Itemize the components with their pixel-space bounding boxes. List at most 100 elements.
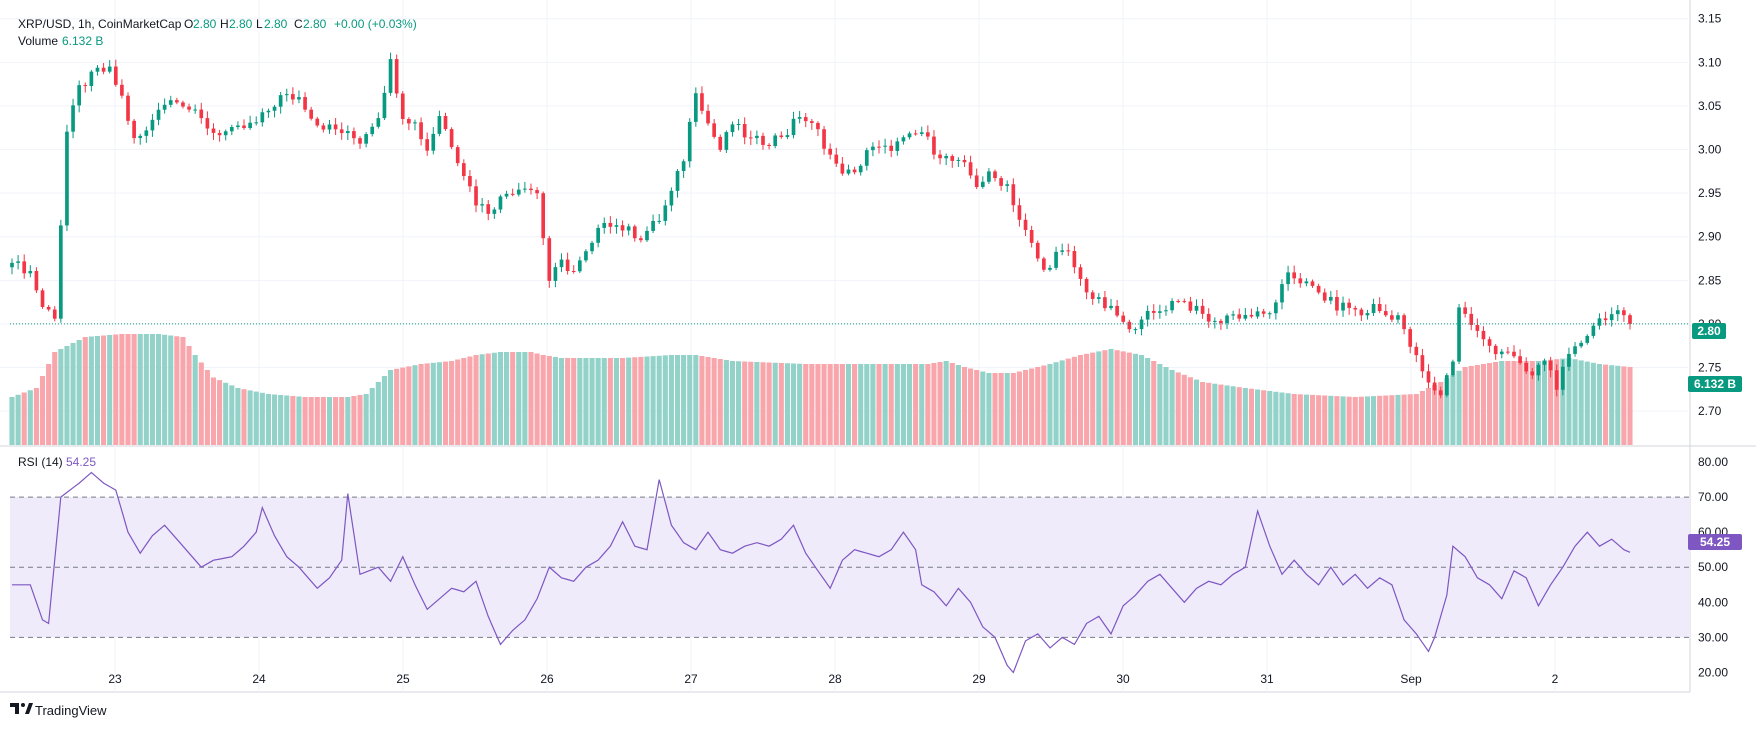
candle-body[interactable] — [516, 189, 521, 195]
candle-body[interactable] — [431, 133, 436, 151]
candle-body[interactable] — [596, 227, 600, 243]
candle-body[interactable] — [272, 106, 277, 111]
candle-body[interactable] — [1335, 296, 1339, 311]
candle-body[interactable] — [663, 205, 668, 221]
candle-body[interactable] — [376, 118, 381, 127]
candle-body[interactable] — [694, 93, 698, 122]
candle-body[interactable] — [1444, 375, 1449, 396]
candle-body[interactable] — [229, 127, 234, 132]
candle-body[interactable] — [718, 136, 723, 150]
candle-body[interactable] — [83, 85, 88, 87]
candle-body[interactable] — [1109, 305, 1113, 309]
candle-body[interactable] — [846, 169, 851, 174]
candle-body[interactable] — [889, 145, 894, 151]
candle-body[interactable] — [1176, 300, 1181, 302]
candle-body[interactable] — [1371, 303, 1376, 314]
candle-body[interactable] — [1237, 314, 1242, 319]
candle-body[interactable] — [1231, 314, 1235, 316]
candle-body[interactable] — [1048, 267, 1052, 270]
candle-body[interactable] — [907, 133, 912, 138]
candle-body[interactable] — [339, 129, 344, 134]
candle-body[interactable] — [1609, 314, 1614, 321]
candle-body[interactable] — [425, 139, 430, 151]
candle-body[interactable] — [236, 125, 240, 128]
candle-body[interactable] — [1170, 300, 1174, 311]
rsi-series[interactable] — [12, 471, 1631, 674]
candle-body[interactable] — [535, 190, 539, 194]
candle-body[interactable] — [547, 238, 552, 281]
candle-body[interactable] — [352, 131, 356, 139]
candle-body[interactable] — [1042, 258, 1046, 270]
candle-body[interactable] — [901, 137, 906, 142]
candle-body[interactable] — [980, 181, 985, 187]
candle-body[interactable] — [1316, 285, 1321, 293]
candle-body[interactable] — [675, 171, 680, 191]
candle-body[interactable] — [919, 132, 924, 134]
candle-body[interactable] — [1524, 362, 1529, 372]
candle-body[interactable] — [168, 100, 173, 105]
candle-body[interactable] — [974, 175, 979, 187]
candle-body[interactable] — [1182, 301, 1187, 303]
candle-body[interactable] — [987, 171, 991, 182]
candle-body[interactable] — [1628, 315, 1632, 324]
candle-body[interactable] — [1567, 353, 1571, 367]
candle-body[interactable] — [333, 124, 338, 130]
candle-body[interactable] — [700, 93, 704, 111]
candle-body[interactable] — [895, 141, 900, 151]
candle-body[interactable] — [1090, 292, 1095, 299]
candle-body[interactable] — [608, 222, 613, 227]
candle-body[interactable] — [1438, 390, 1443, 396]
candle-body[interactable] — [950, 156, 955, 161]
candle-body[interactable] — [1463, 307, 1467, 314]
candle-body[interactable] — [504, 193, 509, 197]
candle-body[interactable] — [1359, 309, 1364, 316]
candle-body[interactable] — [1060, 250, 1065, 252]
candle-body[interactable] — [510, 193, 515, 195]
candle-body[interactable] — [626, 226, 631, 231]
candle-body[interactable] — [944, 156, 948, 159]
candle-body[interactable] — [1377, 303, 1382, 312]
candle-body[interactable] — [1396, 315, 1400, 320]
candle-body[interactable] — [938, 154, 942, 159]
candle-body[interactable] — [1267, 313, 1272, 315]
candle-body[interactable] — [1035, 242, 1040, 259]
candle-body[interactable] — [645, 230, 649, 241]
candle-body[interactable] — [687, 121, 692, 162]
candle-body[interactable] — [614, 225, 619, 227]
candle-body[interactable] — [1133, 329, 1138, 331]
candle-body[interactable] — [779, 135, 784, 138]
candle-body[interactable] — [1615, 310, 1620, 315]
candle-body[interactable] — [156, 109, 161, 120]
candle-body[interactable] — [1054, 251, 1058, 268]
candle-body[interactable] — [28, 270, 33, 274]
candle-body[interactable] — [193, 109, 198, 111]
candle-body[interactable] — [419, 122, 423, 140]
candle-body[interactable] — [730, 124, 735, 133]
candle-body[interactable] — [529, 188, 533, 191]
candle-body[interactable] — [345, 131, 350, 134]
candle-body[interactable] — [669, 190, 674, 206]
candle-body[interactable] — [468, 176, 472, 187]
tradingview-logo[interactable]: TradingView — [10, 703, 107, 718]
candle-body[interactable] — [1200, 305, 1205, 314]
candle-body[interactable] — [120, 84, 124, 96]
candle-body[interactable] — [77, 85, 81, 106]
candle-body[interactable] — [822, 129, 826, 149]
candle-body[interactable] — [1145, 310, 1150, 320]
candle-body[interactable] — [852, 169, 857, 173]
candle-body[interactable] — [321, 125, 326, 130]
candle-body[interactable] — [1151, 310, 1156, 313]
candle-body[interactable] — [1585, 335, 1590, 343]
candle-body[interactable] — [303, 97, 307, 110]
candle-body[interactable] — [785, 135, 790, 138]
candle-body[interactable] — [364, 134, 368, 144]
candle-body[interactable] — [1493, 345, 1498, 355]
candle-body[interactable] — [34, 270, 39, 291]
candle-body[interactable] — [602, 222, 607, 228]
candle-body[interactable] — [217, 132, 222, 136]
candle-body[interactable] — [162, 104, 167, 110]
candle-body[interactable] — [1072, 251, 1077, 268]
candle-body[interactable] — [1115, 305, 1119, 316]
candle-body[interactable] — [1469, 313, 1474, 325]
candle-body[interactable] — [1530, 371, 1535, 376]
